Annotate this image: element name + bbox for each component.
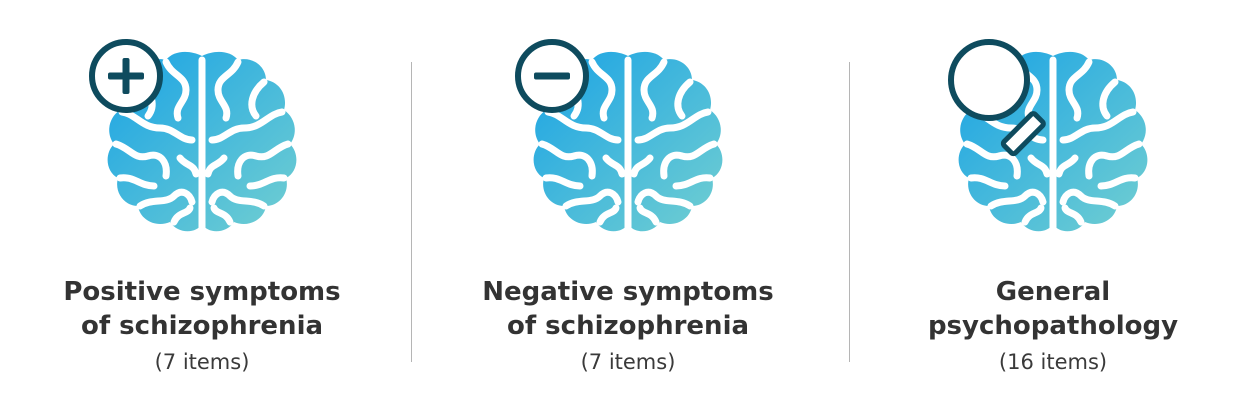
title-line-2: of schizophrenia	[506, 311, 750, 341]
item-count: (16 items)	[998, 350, 1108, 374]
panel-title: Negative symptoms of schizophrenia	[418, 275, 838, 343]
divider	[849, 62, 850, 362]
item-count: (7 items)	[580, 350, 676, 374]
title-line-1: General	[995, 277, 1111, 307]
title-line-2: of schizophrenia	[80, 311, 324, 341]
item-count: (7 items)	[154, 350, 250, 374]
panel-general-psychopathology: General psychopathology (16 items)	[843, 0, 1250, 419]
brain-minus-icon	[508, 36, 748, 256]
brain-plus-icon	[82, 36, 322, 256]
divider	[411, 62, 412, 362]
panel-negative-symptoms: Negative symptoms of schizophrenia (7 it…	[418, 0, 838, 419]
title-line-2: psychopathology	[927, 311, 1179, 341]
panel-positive-symptoms: Positive symptoms of schizophrenia (7 it…	[0, 0, 412, 419]
panel-title: Positive symptoms of schizophrenia	[0, 275, 412, 343]
panel-title: General psychopathology	[843, 275, 1250, 343]
title-line-1: Negative symptoms	[482, 277, 774, 307]
title-line-1: Positive symptoms	[63, 277, 341, 307]
brain-magnifier-icon	[933, 36, 1173, 256]
